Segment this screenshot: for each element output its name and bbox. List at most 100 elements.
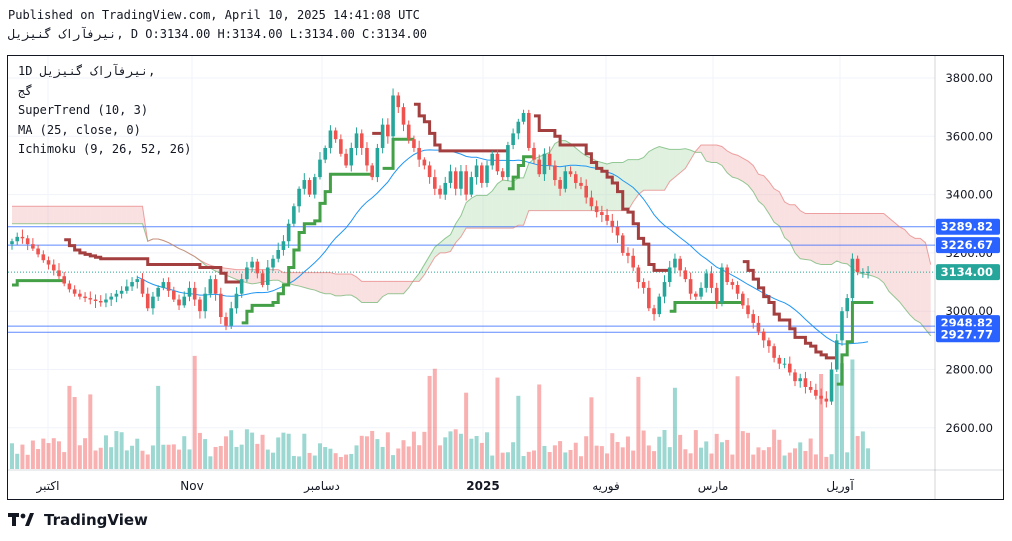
time-tick-label: مارس: [698, 479, 729, 494]
volume-bar: [328, 448, 333, 469]
candle-body: [808, 386, 813, 390]
price-chart[interactable]: 3800.003600.003400.003200.003000.002800.…: [8, 56, 1003, 499]
tradingview-logo-icon: [8, 513, 34, 526]
volume-bar: [625, 436, 630, 469]
candle-body: [224, 317, 228, 326]
volume-bar: [156, 385, 161, 469]
cloud-segment: [492, 183, 498, 229]
candles: [10, 88, 870, 408]
cloud-segment: [831, 213, 837, 265]
cloud-segment: [64, 206, 70, 224]
volume-bar: [782, 455, 787, 469]
cloud-segment: [53, 206, 59, 224]
candle-body: [490, 153, 495, 166]
cloud-segment: [841, 213, 848, 264]
volume-bar: [250, 432, 255, 469]
candle-body: [349, 147, 354, 166]
candle-body: [521, 112, 526, 122]
volume-bar: [693, 430, 698, 469]
cloud-segment: [293, 272, 300, 287]
candle-body: [787, 363, 792, 373]
volume-bar: [417, 445, 422, 469]
volume-bar: [265, 449, 270, 469]
volume-bar: [281, 432, 286, 469]
candle-body: [547, 153, 552, 166]
candle-body: [725, 267, 729, 283]
volume-bar: [485, 432, 490, 469]
volume-bar: [364, 436, 369, 469]
cloud-segment: [90, 206, 96, 224]
price-tick-label: 3600.00: [945, 129, 993, 143]
candle-body: [281, 241, 286, 250]
cloud-segment: [518, 177, 524, 226]
cloud-segment: [795, 204, 801, 259]
candle-body: [219, 293, 223, 318]
volume-bar: [646, 445, 651, 469]
candle-body: [657, 296, 662, 315]
cloud-segment: [330, 272, 336, 296]
candle-body: [62, 276, 66, 284]
volume-bar: [62, 452, 67, 469]
time-tick-label: آوریل: [826, 478, 854, 494]
cloud-segment: [701, 145, 707, 162]
cloud-segment: [810, 213, 816, 264]
candle-body: [109, 296, 113, 300]
volume-bar: [547, 452, 552, 469]
legend-symbol: 1D نیرفآراک گنیزیل,: [18, 64, 156, 78]
volume-bar: [130, 445, 135, 469]
cloud-segment: [393, 281, 399, 294]
candle-body: [276, 249, 281, 259]
candle-body: [626, 252, 630, 256]
supertrend-line: [534, 114, 670, 272]
volume-bar: [532, 450, 536, 469]
price-badge-label: 3226.67: [941, 238, 993, 252]
candle-body: [172, 290, 176, 300]
volume-bar: [135, 438, 140, 469]
price-tick-label: 2600.00: [945, 421, 993, 435]
supertrend-line: [382, 137, 414, 170]
legend-ichimoku[interactable]: Ichimoku (9, 26, 52, 26): [18, 142, 192, 156]
candle-body: [652, 308, 656, 315]
footer-brand: TradingView: [44, 511, 148, 529]
price-badge: [936, 218, 1000, 235]
volume-bar: [829, 454, 834, 469]
volume-bar: [860, 431, 865, 469]
volume-bar: [432, 368, 437, 469]
volume-bar: [88, 394, 93, 469]
candle-body: [683, 270, 688, 280]
candle-body: [88, 298, 93, 300]
candle-body: [600, 212, 604, 216]
candle-body: [777, 357, 782, 364]
volume-bar: [271, 452, 275, 469]
candle-body: [78, 293, 82, 297]
volume-bar: [213, 446, 218, 469]
volume-bar: [323, 447, 328, 469]
volume-bar: [511, 442, 516, 469]
volume-bar: [166, 444, 171, 469]
candle-body: [412, 139, 416, 148]
candle-body: [250, 261, 254, 268]
cloud-segment: [43, 206, 49, 224]
volume-bar: [422, 431, 427, 469]
volume-bar: [866, 448, 871, 469]
chart-panel[interactable]: 3800.003600.003400.003200.003000.002800.…: [7, 55, 1004, 500]
candle-body: [135, 279, 140, 283]
volume-bar: [808, 438, 813, 469]
candle-body: [615, 226, 620, 236]
volume-bar: [344, 454, 349, 469]
candle-body: [850, 258, 855, 299]
candle-body: [589, 197, 594, 207]
price-badge-label: 2927.77: [941, 327, 993, 341]
candle-body: [260, 273, 265, 285]
price-badge: [936, 326, 1000, 343]
legend-supertrend[interactable]: SuperTrend (10, 3): [18, 103, 149, 117]
volume-bar: [589, 397, 594, 469]
candle-body: [31, 244, 35, 249]
cloud-segment: [727, 150, 733, 178]
cloud-segment: [716, 145, 722, 166]
ohlc-line: نیرفآراک گنیزیل, D O:3134.00 H:3134.00 L…: [8, 27, 428, 41]
volume-bar: [855, 435, 860, 469]
candle-body: [46, 260, 51, 265]
candle-body: [772, 346, 776, 358]
legend-ma[interactable]: MA (25, close, 0): [18, 122, 141, 137]
